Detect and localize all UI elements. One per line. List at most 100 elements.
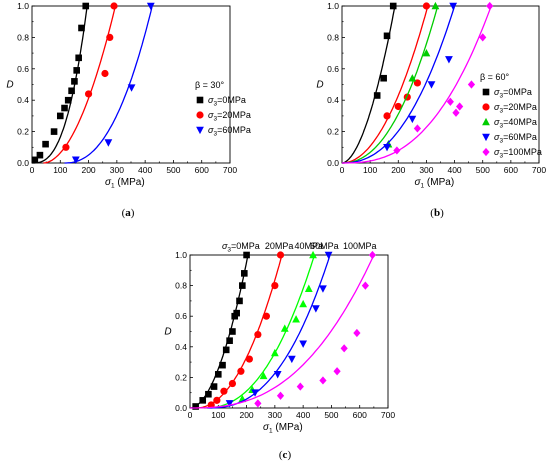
legend-entry: σ3=0MPa <box>494 87 532 100</box>
y-axis-label: D <box>164 327 171 338</box>
data-point <box>361 281 369 290</box>
x-tick-label: 700 <box>223 165 237 175</box>
data-point <box>213 396 221 404</box>
y-tick-label: 1.0 <box>327 1 339 11</box>
x-tick-label: 500 <box>476 165 490 175</box>
data-point <box>422 49 431 57</box>
x-tick-label: 700 <box>532 165 546 175</box>
legend-marker <box>482 88 490 96</box>
data-point <box>71 78 78 85</box>
data-point <box>241 270 248 277</box>
data-point <box>219 361 226 369</box>
data-point <box>276 391 285 400</box>
data-point <box>205 390 212 398</box>
curve-label: 60MPa <box>310 241 339 251</box>
data-point <box>31 156 39 164</box>
y-tick-label: 1.0 <box>17 1 29 11</box>
legend-entry: σ3=20MPa <box>208 110 251 123</box>
y-axis-label: D <box>6 80 13 91</box>
data-point <box>353 328 361 338</box>
data-point <box>251 389 259 397</box>
data-point <box>62 143 70 151</box>
data-point <box>413 124 422 133</box>
data-point <box>36 151 44 159</box>
data-point <box>368 250 377 260</box>
y-tick-label: 0.4 <box>17 95 29 105</box>
data-point <box>479 33 487 42</box>
data-point <box>292 315 300 323</box>
data-point <box>299 299 308 308</box>
data-point <box>220 387 228 395</box>
x-tick-label: 500 <box>324 410 338 420</box>
fit-curve <box>342 5 492 164</box>
panel-c: 0 100 200 300 400 500 600 700 0.0 0.2 0.4 0.6 0.8 1.0… <box>164 241 395 461</box>
data-point <box>127 84 136 92</box>
data-point <box>431 1 440 10</box>
panel-b: 0 100 200 300 400 500 600 700 0.0 0.2 0.4 0.6 0.8 1.0… <box>316 1 546 219</box>
data-point <box>68 87 75 95</box>
beta-annotation: β = 60° <box>480 72 509 82</box>
data-point <box>56 112 64 120</box>
data-point <box>254 399 262 408</box>
panel-caption: (b) <box>430 207 444 219</box>
y-tick-label: 0.8 <box>17 32 29 42</box>
x-tick-label: 400 <box>138 165 152 175</box>
data-point <box>324 251 333 260</box>
data-point <box>394 102 402 111</box>
legend-marker <box>196 96 204 104</box>
data-point <box>408 115 417 124</box>
fit-curve <box>190 254 375 409</box>
x-tick-label: 0 <box>188 410 193 420</box>
data-point <box>254 330 262 339</box>
x-tick-label: 100 <box>363 165 377 175</box>
data-point <box>389 2 397 10</box>
x-tick-label: 300 <box>268 410 282 420</box>
fit-curve <box>342 5 456 164</box>
data-point <box>452 108 460 117</box>
beta-annotation: β = 30° <box>195 80 224 90</box>
panel-caption: (c) <box>279 449 292 461</box>
x-tick-label: 600 <box>195 165 209 175</box>
legend-entry: σ3=60MPa <box>494 132 537 145</box>
data-point <box>262 312 270 320</box>
data-point <box>319 376 327 385</box>
y-tick-label: 0.0 <box>17 158 29 168</box>
fit-curve <box>64 5 153 164</box>
legend-entry: σ3=100MPa <box>494 147 542 160</box>
x-tick-label: 300 <box>419 165 433 175</box>
y-tick-label: 0.4 <box>327 95 339 105</box>
curve-label: 20MPa <box>265 241 294 251</box>
data-point <box>427 81 436 89</box>
y-tick-label: 0.6 <box>327 64 339 74</box>
data-point <box>233 309 240 317</box>
x-tick-label: 0 <box>30 165 35 175</box>
data-point <box>226 337 233 344</box>
data-point <box>210 383 218 390</box>
y-tick-label: 0.0 <box>175 403 187 413</box>
data-point <box>229 328 236 335</box>
data-point <box>239 282 246 289</box>
x-tick-label: 200 <box>239 410 253 420</box>
y-tick-label: 0.2 <box>17 127 29 137</box>
x-tick-label: 0 <box>340 165 345 175</box>
data-point <box>42 140 49 148</box>
data-point <box>299 340 308 348</box>
legend-marker <box>482 117 490 126</box>
y-tick-label: 0.6 <box>17 64 29 74</box>
fit-curve <box>195 254 283 409</box>
data-point <box>287 355 296 364</box>
legend-marker <box>482 103 490 111</box>
x-tick-label: 300 <box>110 165 124 175</box>
fit-curve <box>341 5 396 164</box>
data-point <box>270 348 279 357</box>
data-point <box>333 367 341 376</box>
y-tick-label: 1.0 <box>175 250 187 260</box>
fit-curve <box>43 5 117 164</box>
data-point <box>467 80 476 89</box>
data-point <box>304 284 313 292</box>
legend-entry: σ3=20MPa <box>494 102 537 115</box>
y-tick-label: 0.6 <box>175 311 187 321</box>
data-point <box>61 104 68 112</box>
data-point <box>422 2 431 10</box>
